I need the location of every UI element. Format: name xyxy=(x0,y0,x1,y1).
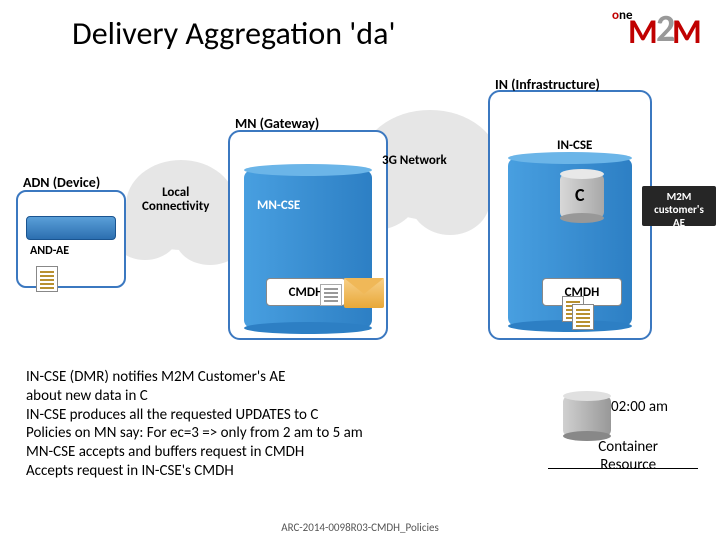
and-ae-box xyxy=(26,216,116,240)
page-title: Delivery Aggregation 'da' xyxy=(72,14,396,53)
container-c-label: C xyxy=(575,184,585,206)
description-text: IN-CSE (DMR) notifies M2M Customer's AE … xyxy=(26,368,363,481)
cloud-3g xyxy=(410,165,490,235)
onem2m-logo: one M2M xyxy=(610,8,694,52)
in-label: IN (Infrastructure) xyxy=(495,76,600,93)
network-label: 3G Network xyxy=(382,153,447,168)
document-icon xyxy=(572,304,594,330)
customer-ae-badge: M2M customer'sAE xyxy=(642,186,716,226)
envelope-icon xyxy=(344,278,384,308)
adn-label: ADN (Device) xyxy=(23,174,100,191)
container-resource-icon xyxy=(563,396,611,436)
mn-label: MN (Gateway) xyxy=(235,115,319,132)
mn-cse-label: MN-CSE xyxy=(257,198,300,213)
in-cse-label: IN-CSE xyxy=(557,138,592,153)
document-icon xyxy=(36,266,58,292)
message-doc-icon xyxy=(320,284,342,306)
local-connectivity-label: LocalConnectivity xyxy=(142,186,209,215)
divider xyxy=(548,468,698,469)
footer-ref: ARC-2014-0098R03-CMDH_Policies xyxy=(0,521,720,534)
timestamp: 02:00 am xyxy=(611,398,668,416)
and-ae-label: AND-AE xyxy=(30,244,69,258)
